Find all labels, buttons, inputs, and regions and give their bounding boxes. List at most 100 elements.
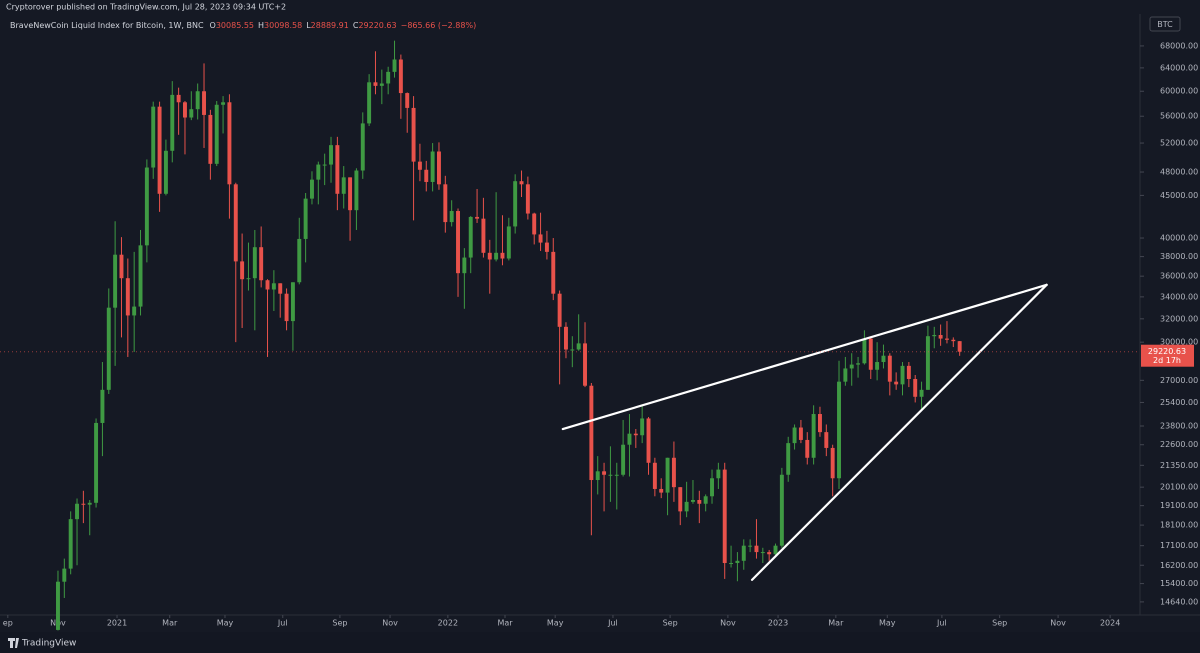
- candle-body: [246, 278, 251, 280]
- candle-body: [417, 161, 422, 170]
- legend-value: 30085.55: [216, 21, 254, 30]
- candle-body: [430, 151, 435, 182]
- candle-body: [290, 282, 295, 322]
- candle-body: [862, 338, 867, 364]
- x-tick-label: Jul: [607, 619, 618, 628]
- candle-body: [538, 234, 543, 243]
- x-tick-label: Nov: [1050, 619, 1066, 628]
- y-tick-label: 48000.00: [1160, 168, 1198, 177]
- candle-body: [259, 247, 264, 281]
- candle-body: [817, 414, 822, 433]
- candle-body: [608, 474, 613, 476]
- y-tick-label: 56000.00: [1160, 112, 1198, 121]
- y-tick-label: 64000.00: [1160, 63, 1198, 72]
- legend-letter: O: [210, 21, 216, 30]
- candle-body: [957, 341, 962, 352]
- x-tick-label: 2024: [1100, 619, 1120, 628]
- candle-body: [735, 560, 740, 564]
- candle-body: [138, 245, 143, 307]
- candle-body: [354, 170, 359, 211]
- candle-body: [335, 145, 340, 194]
- y-tick-label: 60000.00: [1160, 87, 1198, 96]
- candle-body: [830, 447, 835, 479]
- candle-body: [360, 123, 365, 171]
- candle-body: [157, 106, 162, 194]
- candle-body: [525, 184, 530, 214]
- x-tick-label: Sep: [332, 619, 347, 628]
- candle-body: [271, 283, 276, 290]
- candle-body: [195, 91, 200, 110]
- y-tick-label: 14640.00: [1160, 597, 1198, 606]
- candle-body: [868, 338, 873, 370]
- y-tick-label: 40000.00: [1160, 234, 1198, 243]
- candle-body: [68, 519, 73, 569]
- candle-body: [170, 94, 175, 151]
- candle-body: [506, 226, 511, 259]
- y-tick-label: 18100.00: [1160, 521, 1198, 530]
- candle-body: [583, 343, 587, 386]
- candle-body: [500, 252, 505, 259]
- candle-body: [665, 457, 670, 493]
- candle-body: [678, 487, 683, 512]
- candle-body: [805, 439, 810, 458]
- y-tick-label: 27000.00: [1160, 376, 1198, 385]
- candle-body: [119, 254, 124, 279]
- candle-body: [627, 433, 632, 445]
- candle-body: [633, 433, 638, 436]
- candle-body: [75, 503, 79, 520]
- x-tick-label: Nov: [720, 619, 736, 628]
- x-tick-label: Sep: [992, 619, 1007, 628]
- candle-body: [519, 181, 524, 185]
- candle-body: [468, 216, 473, 258]
- y-tick-label: 25400.00: [1160, 398, 1198, 407]
- x-tick-label: May: [879, 619, 896, 628]
- x-tick-label: Mar: [828, 619, 844, 628]
- x-tick-label: Jul: [936, 619, 947, 628]
- candle-body: [373, 82, 378, 86]
- x-tick-label: May: [547, 619, 564, 628]
- candle-body: [214, 104, 219, 164]
- y-tick-label: 22600.00: [1160, 440, 1198, 449]
- candle-body: [621, 444, 626, 475]
- candle-body: [208, 114, 213, 164]
- currency-label: BTC: [1157, 20, 1173, 29]
- y-tick-label: 30000.00: [1160, 338, 1198, 347]
- x-tick-label: 2021: [107, 619, 127, 628]
- brand-name: TradingView: [21, 639, 76, 649]
- candle-body: [163, 150, 168, 194]
- y-tick-label: 16200.00: [1160, 561, 1198, 570]
- candle-body: [710, 478, 714, 497]
- legend-letter: C: [353, 21, 359, 30]
- candle-body: [240, 261, 245, 280]
- candle-body: [125, 278, 130, 316]
- candle-body: [265, 280, 270, 290]
- y-tick-label: 45000.00: [1160, 191, 1198, 200]
- candle-body: [748, 545, 753, 547]
- x-tick-label: Sep: [663, 619, 678, 628]
- candle-body: [849, 364, 854, 369]
- candle-body: [729, 563, 734, 565]
- candle-body: [690, 499, 695, 502]
- candle-body: [252, 247, 257, 279]
- candle-body: [411, 107, 416, 162]
- candle-body: [786, 443, 791, 475]
- candle-body: [894, 381, 899, 385]
- candle-body: [671, 457, 676, 488]
- candle-body: [513, 181, 518, 227]
- candle-body: [221, 102, 226, 105]
- candle-body: [113, 254, 118, 308]
- trend-line: [561, 283, 1048, 431]
- candle-body: [557, 293, 562, 327]
- candle-body: [367, 82, 372, 124]
- candle-body: [456, 211, 460, 274]
- candle-body: [303, 198, 308, 239]
- candle-body: [767, 552, 772, 555]
- x-tick-label: May: [217, 619, 234, 628]
- x-tick-label: Jul: [277, 619, 288, 628]
- x-tick-label: ep: [3, 619, 13, 628]
- candle-body: [329, 145, 333, 165]
- candle-body: [824, 432, 829, 448]
- brand-logo: [8, 638, 19, 648]
- candle-body: [881, 355, 886, 363]
- candle-body: [348, 177, 353, 211]
